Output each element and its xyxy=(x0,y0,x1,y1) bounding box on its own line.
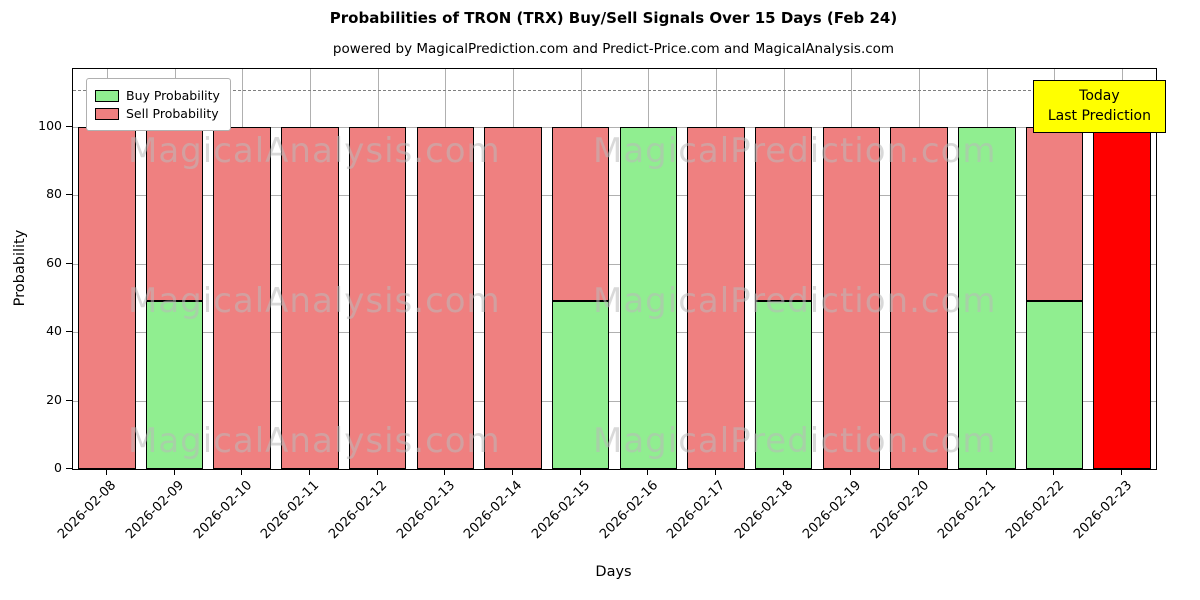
sell-legend-swatch xyxy=(95,107,119,120)
chart-subtitle: powered by MagicalPrediction.com and Pre… xyxy=(332,41,895,57)
h-gridline xyxy=(73,195,1156,197)
x-tick-label: 2026-02-21 xyxy=(935,478,1000,543)
y-axis-label: Probability xyxy=(12,229,28,307)
x-tick-label: 2026-02-16 xyxy=(596,478,661,543)
bar-buy-2026-02-18 xyxy=(754,301,813,469)
bar-sell-2026-02-17 xyxy=(687,127,745,469)
bar-buy-2026-02-21 xyxy=(958,127,1016,469)
h-gridline xyxy=(73,263,1156,265)
x-tick-label: 2026-02-20 xyxy=(867,478,932,543)
bar-sell-2026-02-20 xyxy=(890,127,948,469)
today-annotation-line2: Last Prediction xyxy=(1047,108,1151,125)
bar-sell-2026-02-09 xyxy=(145,127,204,302)
chart-title: Probabilities of TRON (TRX) Buy/Sell Sig… xyxy=(329,9,898,27)
bar-sell-2026-02-23 xyxy=(1093,127,1151,469)
h-gridline xyxy=(73,400,1156,402)
legend-item-sell: Sell Probability xyxy=(95,106,220,121)
y-tick-label: 60 xyxy=(46,254,62,270)
bar-sell-2026-02-08 xyxy=(78,127,136,469)
x-axis-label: Days xyxy=(595,564,632,580)
today-annotation-line1: Today xyxy=(1079,88,1120,104)
y-tick-label: 80 xyxy=(46,186,62,202)
plot-area: MagicalAnalysis.com MagicalPrediction.com… xyxy=(72,68,1166,470)
y-tick-label: 20 xyxy=(46,391,62,407)
x-tick-label: 2026-02-18 xyxy=(732,478,797,543)
h-gridline xyxy=(73,332,1156,334)
h-gridline xyxy=(73,127,1156,129)
x-tick-label: 2026-02-12 xyxy=(326,478,391,543)
buy-legend-swatch xyxy=(95,89,119,102)
bar-sell-2026-02-14 xyxy=(484,127,542,469)
bar-sell-2026-02-12 xyxy=(348,127,407,469)
today-annotation: Today Last Prediction xyxy=(1032,80,1166,133)
x-tick-label: 2026-02-08 xyxy=(55,478,120,543)
x-tick-label: 2026-02-13 xyxy=(393,478,458,543)
bar-sell-2026-02-22 xyxy=(1025,127,1084,302)
bar-sell-2026-02-11 xyxy=(281,127,339,469)
bar-sell-2026-02-10 xyxy=(213,127,271,469)
legend: Buy Probability Sell Probability xyxy=(86,78,231,131)
bar-buy-2026-02-15 xyxy=(551,301,610,469)
bar-sell-2026-02-19 xyxy=(822,127,881,469)
x-tick-label: 2026-02-10 xyxy=(190,478,255,543)
buy-legend-label: Buy Probability xyxy=(126,88,220,103)
bar-sell-2026-02-18 xyxy=(754,127,813,302)
bar-buy-2026-02-16 xyxy=(619,127,678,469)
y-tick-label: 40 xyxy=(46,323,62,339)
dashed-threshold-line xyxy=(73,89,1156,91)
x-tick-label: 2026-02-14 xyxy=(461,478,526,543)
bar-buy-2026-02-22 xyxy=(1025,301,1084,469)
x-tick-label: 2026-02-15 xyxy=(529,478,594,543)
x-tick-label: 2026-02-09 xyxy=(123,478,188,543)
x-tick-label: 2026-02-11 xyxy=(258,478,323,543)
x-tick-label: 2026-02-23 xyxy=(1070,478,1135,543)
x-tick-label: 2026-02-17 xyxy=(664,478,729,543)
legend-item-buy: Buy Probability xyxy=(95,88,220,103)
y-tick-label: 0 xyxy=(54,460,62,475)
x-tick-label: 2026-02-19 xyxy=(799,478,865,543)
bar-buy-2026-02-09 xyxy=(145,301,204,469)
sell-legend-label: Sell Probability xyxy=(126,106,219,121)
x-tick-label: 2026-02-22 xyxy=(1003,478,1068,543)
bar-sell-2026-02-15 xyxy=(551,127,610,302)
bar-sell-2026-02-13 xyxy=(416,127,475,469)
y-tick-label: 100 xyxy=(38,118,62,134)
